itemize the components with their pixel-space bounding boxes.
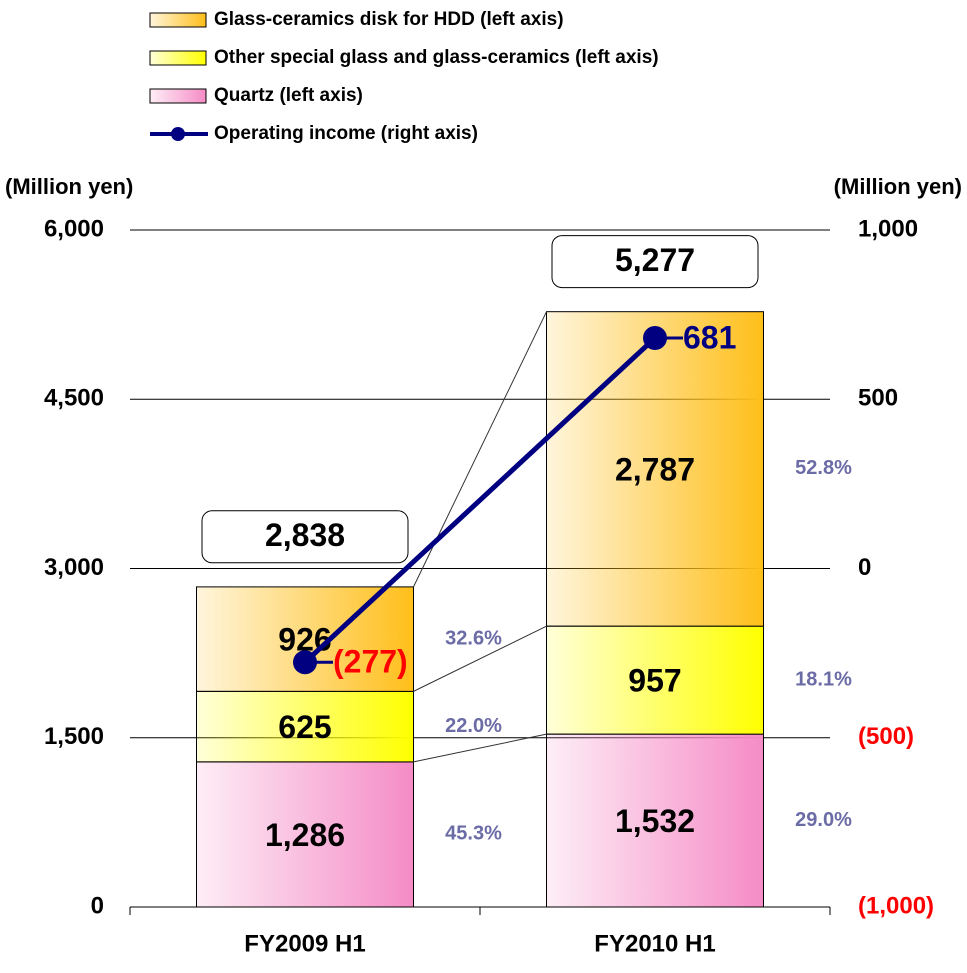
share-label: 18.1% xyxy=(795,668,852,690)
value-label: 1,286 xyxy=(265,817,345,853)
y-tick-label: 0 xyxy=(91,892,104,919)
y2-axis-label: (Million yen) xyxy=(834,174,962,199)
x-tick-label: FY2010 H1 xyxy=(594,930,715,957)
value-label: 1,532 xyxy=(615,803,695,839)
legend-swatch xyxy=(149,50,207,66)
y2-tick-label: (500) xyxy=(858,723,914,750)
bar-segment xyxy=(196,761,414,908)
y-tick-label: 3,000 xyxy=(44,554,104,581)
share-label: 32.6% xyxy=(445,627,502,649)
line-value-label: (277) xyxy=(333,644,408,680)
share-label: 29.0% xyxy=(795,809,852,831)
bar-segment xyxy=(196,690,414,763)
total-label: 2,838 xyxy=(265,517,345,553)
connector xyxy=(413,733,547,763)
legend-marker xyxy=(171,127,185,141)
value-label: 2,787 xyxy=(615,451,695,487)
total-label: 5,277 xyxy=(615,242,695,278)
legend-label: Glass-ceramics disk for HDD (left axis) xyxy=(214,9,564,30)
line xyxy=(303,336,657,665)
y-tick-label: 1,500 xyxy=(44,723,104,750)
y2-tick-label: 0 xyxy=(858,554,871,581)
bar-segment xyxy=(546,733,764,908)
value-label: 625 xyxy=(278,709,331,745)
share-label: 45.3% xyxy=(445,823,502,845)
y-tick-label: 4,500 xyxy=(44,385,104,412)
y2-tick-label: (1,000) xyxy=(858,892,934,919)
y2-tick-label: 500 xyxy=(858,385,898,412)
total-box xyxy=(201,510,409,564)
legend-label: Other special glass and glass-ceramics (… xyxy=(214,47,659,68)
connector xyxy=(413,625,547,692)
total-box xyxy=(551,235,759,289)
y-axis-label: (Million yen) xyxy=(5,174,133,199)
value-label: 957 xyxy=(628,663,681,699)
y-tick-label: 6,000 xyxy=(44,215,104,242)
y2-tick-label: 1,000 xyxy=(858,215,918,242)
x-tick-label: FY2009 H1 xyxy=(244,930,365,957)
legend-swatch xyxy=(149,12,207,28)
bar-segment xyxy=(546,311,764,627)
legend-swatch xyxy=(149,88,207,104)
legend-label: Quartz (left axis) xyxy=(214,85,363,106)
share-label: 22.0% xyxy=(445,715,502,737)
line-value-label: 681 xyxy=(683,319,736,355)
share-label: 52.8% xyxy=(795,457,852,479)
bar-segment xyxy=(546,625,764,735)
legend-label: Operating income (right axis) xyxy=(214,123,478,144)
